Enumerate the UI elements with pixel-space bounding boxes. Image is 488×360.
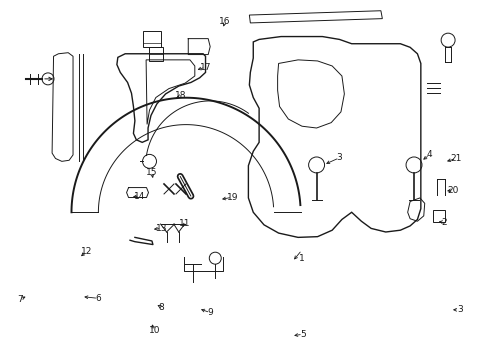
Text: 21: 21: [450, 154, 461, 163]
Bar: [142, 31, 161, 48]
Text: 8: 8: [159, 303, 164, 312]
Text: 3: 3: [336, 153, 342, 162]
Text: 3: 3: [456, 305, 462, 314]
Bar: [148, 47, 163, 61]
Text: 7: 7: [18, 294, 23, 303]
Text: 15: 15: [146, 168, 157, 177]
Text: 11: 11: [179, 219, 190, 228]
Text: 17: 17: [200, 63, 211, 72]
Text: 6: 6: [95, 294, 101, 303]
Bar: [432, 210, 445, 222]
Text: 4: 4: [426, 150, 431, 159]
Text: 9: 9: [207, 308, 213, 317]
Text: 18: 18: [175, 91, 186, 100]
Text: 14: 14: [134, 192, 145, 201]
Text: 13: 13: [156, 224, 167, 233]
Text: 10: 10: [148, 326, 160, 335]
Text: 2: 2: [441, 218, 446, 227]
Text: 1: 1: [299, 254, 304, 263]
Text: 19: 19: [226, 193, 238, 202]
Text: 12: 12: [81, 247, 92, 256]
Text: 5: 5: [300, 330, 305, 339]
Text: 20: 20: [447, 185, 458, 194]
Text: 16: 16: [219, 17, 230, 26]
